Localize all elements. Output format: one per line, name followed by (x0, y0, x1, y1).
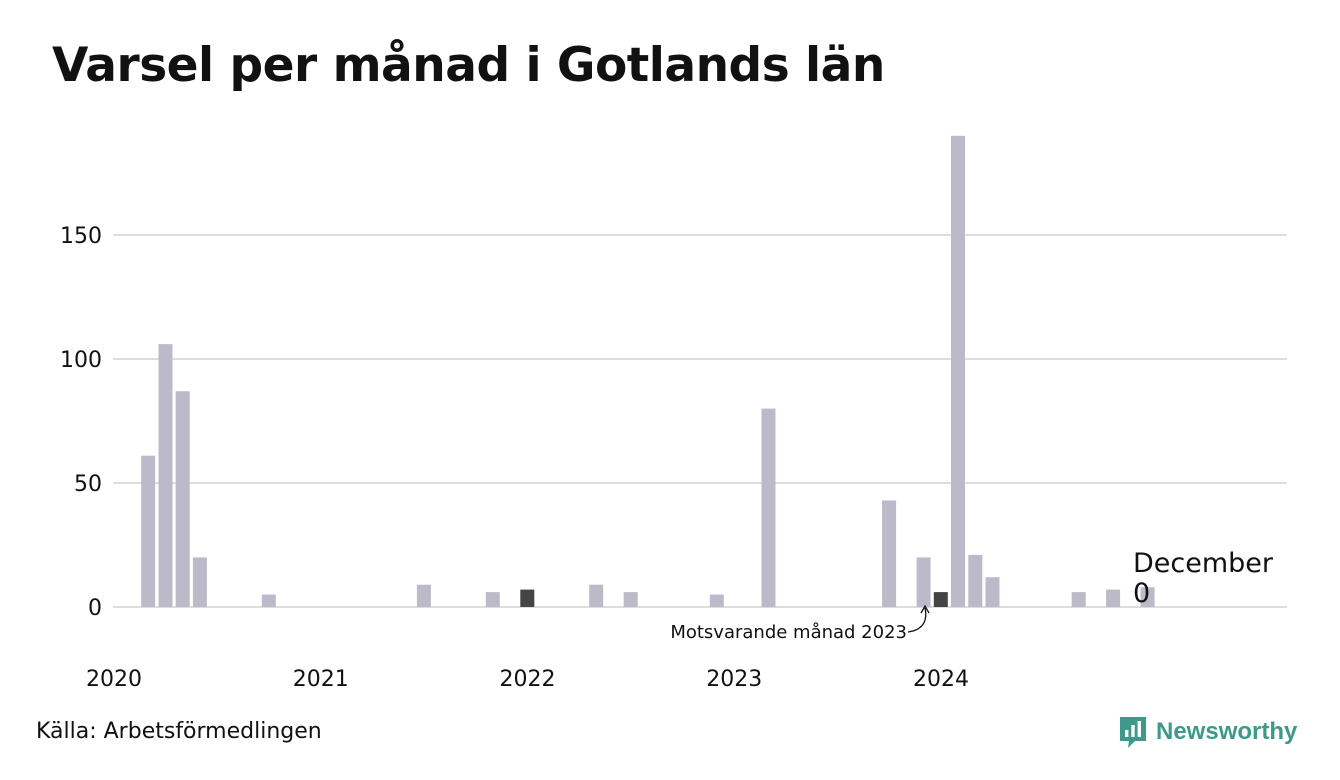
highlighted-bar (933, 592, 948, 607)
newsworthy-logo-icon (1120, 717, 1146, 748)
bar (485, 592, 500, 607)
bar (761, 408, 776, 607)
bar (709, 594, 724, 607)
bar (985, 577, 1000, 607)
y-tick-label: 50 (74, 472, 102, 497)
bar (968, 554, 983, 607)
comparison-label: Motsvarande månad 2023 (670, 622, 907, 643)
y-tick-label: 0 (88, 596, 102, 621)
newsworthy-brand[interactable]: Newsworthy (1118, 714, 1297, 750)
y-tick-label: 100 (60, 348, 102, 373)
y-tick-label: 150 (60, 224, 102, 249)
bar (416, 584, 431, 607)
x-axis-tick-labels: 2020 2021 2022 2023 2024 (86, 667, 969, 692)
y-axis-tick-labels: 0 50 100 150 (60, 224, 102, 621)
bar (916, 557, 931, 607)
x-tick-label: 2024 (913, 667, 969, 692)
bar (1071, 592, 1086, 607)
x-tick-label: 2023 (706, 667, 762, 692)
latest-value: 0 (1133, 578, 1150, 609)
bar (192, 557, 207, 607)
bar (589, 584, 604, 607)
highlighted-bar (520, 589, 535, 607)
bars (141, 135, 1155, 608)
bar (951, 135, 965, 608)
comparison-annotation: Motsvarande månad 2023 (670, 604, 930, 643)
bar (261, 594, 276, 607)
source-note: Källa: Arbetsförmedlingen (36, 719, 322, 744)
bar (1140, 587, 1155, 607)
x-tick-label: 2022 (500, 667, 556, 692)
x-tick-label: 2020 (86, 667, 142, 692)
latest-value-label: December 0 (1133, 548, 1274, 609)
bar (623, 592, 638, 607)
x-tick-label: 2021 (293, 667, 349, 692)
bar (175, 391, 190, 607)
chart-title: Varsel per månad i Gotlands län (52, 38, 885, 93)
brand-name: Newsworthy (1156, 718, 1298, 745)
bar (882, 500, 897, 607)
annotation-arrow (907, 607, 927, 633)
bar (1106, 589, 1121, 607)
bar (158, 344, 173, 607)
gridlines (113, 234, 1287, 608)
latest-month-label: December (1133, 548, 1274, 579)
bar (141, 455, 156, 607)
annotation-arrowhead (920, 604, 930, 614)
